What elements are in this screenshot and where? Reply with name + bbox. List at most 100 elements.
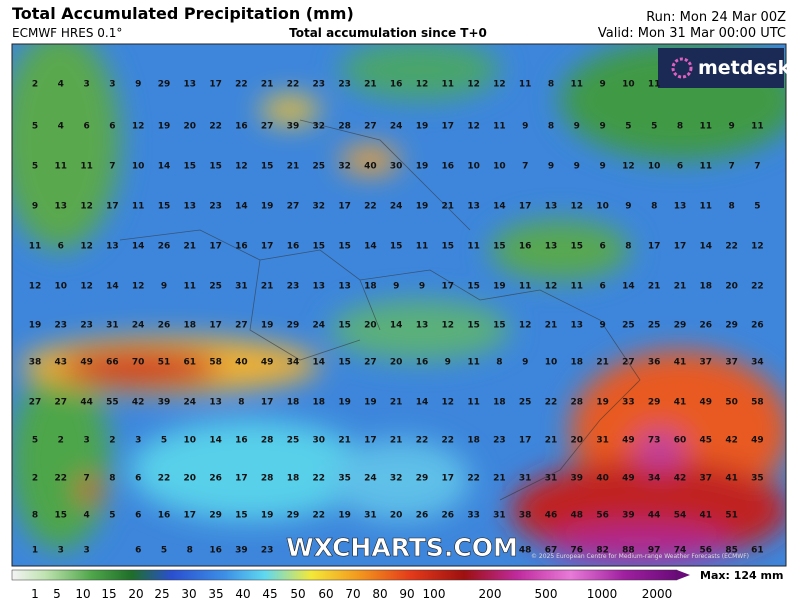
grid-value: 17 [442,282,455,292]
grid-value: 19 [29,321,42,331]
grid-value: 55 [106,398,119,408]
grid-value: 48 [519,546,532,556]
grid-value: 17 [261,398,274,408]
grid-value: 14 [390,321,403,331]
grid-value: 15 [493,321,506,331]
grid-value: 27 [29,398,42,408]
grid-value: 11 [571,282,584,292]
grid-value: 21 [545,321,558,331]
grid-value: 17 [519,202,532,212]
colorbar-label: 500 [535,587,558,601]
colorbar-label: 35 [208,587,223,601]
grid-value: 29 [209,511,222,521]
grid-value: 6 [599,282,605,292]
grid-value: 22 [158,474,171,484]
grid-value: 26 [158,242,171,252]
grid-value: 14 [106,282,119,292]
grid-value: 6 [135,511,141,521]
grid-value: 15 [493,242,506,252]
grid-value: 44 [648,511,661,521]
colorbar [11,569,678,581]
watermark: WXCHARTS.COM [286,533,518,562]
grid-value: 23 [493,436,506,446]
grid-value: 10 [132,162,145,172]
grid-value: 17 [442,122,455,132]
grid-value: 43 [55,358,68,368]
colorbar-labels: 1 5 10 15 20 25 30 35 40 45 50 60 70 80 90 100 200 500 100… [31,587,672,601]
grid-value: 7 [109,162,115,172]
grid-value: 12 [751,242,764,252]
grid-value: 21 [596,358,609,368]
grid-value: 25 [622,321,635,331]
grid-value: 11 [55,162,68,172]
grid-value: 8 [187,546,193,556]
grid-value: 3 [135,436,141,446]
grid-value: 23 [209,202,222,212]
grid-value: 10 [622,80,635,90]
subtitle: Total accumulation since T+0 [289,26,487,40]
grid-value: 85 [725,546,738,556]
grid-value: 16 [209,546,222,556]
grid-value: 13 [55,202,68,212]
grid-value: 14 [313,358,326,368]
grid-value: 16 [235,436,248,446]
grid-value: 18 [287,398,300,408]
grid-value: 4 [58,122,64,132]
grid-value: 18 [571,358,584,368]
grid-value: 27 [55,398,68,408]
grid-value: 11 [467,242,480,252]
grid-value: 16 [235,122,248,132]
grid-value: 6 [83,122,89,132]
grid-value: 32 [390,474,403,484]
grid-value: 17 [209,242,222,252]
grid-value: 11 [700,202,713,212]
grid-value: 17 [209,80,222,90]
grid-value: 40 [235,358,248,368]
grid-value: 15 [338,358,351,368]
grid-value: 12 [442,321,455,331]
grid-value: 74 [674,546,687,556]
grid-value: 3 [83,546,89,556]
colorbar-label: 200 [479,587,502,601]
grid-value: 29 [725,321,738,331]
colorbar-arrow [677,570,690,580]
grid-value: 16 [158,511,171,521]
grid-value: 61 [751,546,764,556]
grid-value: 21 [184,242,197,252]
grid-value: 20 [725,282,738,292]
grid-value: 22 [209,122,222,132]
grid-value: 6 [135,474,141,484]
grid-value: 6 [109,122,115,132]
grid-value: 58 [209,358,222,368]
grid-value: 16 [390,80,403,90]
grid-value: 11 [132,202,145,212]
valid: Valid: Mon 31 Mar 00:00 UTC [598,26,786,41]
grid-value: 60 [674,436,687,446]
grid-value: 31 [596,436,609,446]
grid-value: 5 [161,436,167,446]
grid-value: 51 [725,511,738,521]
grid-value: 9 [574,122,580,132]
grid-value: 19 [158,122,171,132]
grid-value: 12 [80,242,93,252]
grid-value: 5 [32,436,38,446]
grid-value: 9 [599,122,605,132]
colorbar-label: 60 [318,587,333,601]
grid-value: 14 [209,436,222,446]
grid-value: 42 [132,398,145,408]
grid-value: 12 [132,122,145,132]
colorbar-label: 1 [31,587,39,601]
copyright: © 2025 European Centre for Medium-range … [531,553,749,560]
colorbar-label: 10 [75,587,90,601]
grid-value: 31 [519,474,532,484]
grid-value: 17 [261,242,274,252]
grid-value: 88 [622,546,635,556]
grid-value: 56 [700,546,713,556]
grid-value: 22 [55,474,68,484]
model: ECMWF HRES 0.1° [12,26,122,40]
grid-value: 20 [571,436,584,446]
grid-value: 2 [109,436,115,446]
grid-value: 51 [158,358,171,368]
grid-value: 31 [364,511,377,521]
grid-value: 12 [416,80,429,90]
